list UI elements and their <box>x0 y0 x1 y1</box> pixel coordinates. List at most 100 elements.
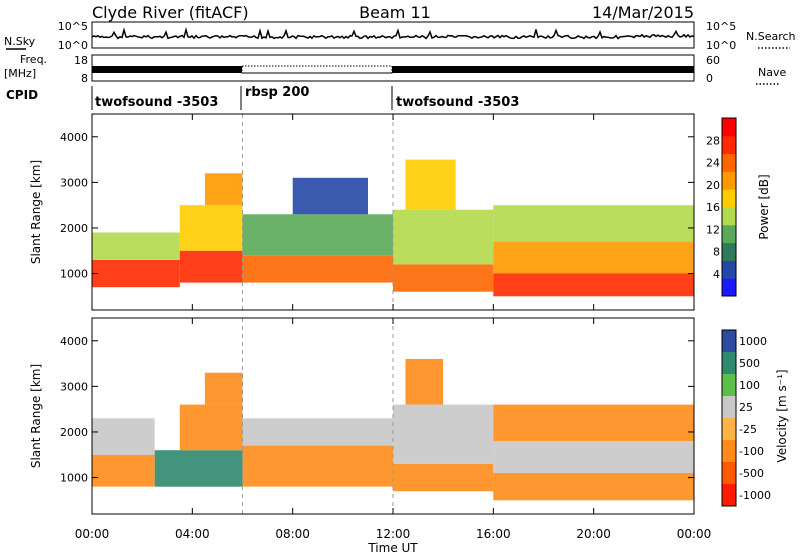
heatmap-cell <box>179 404 243 451</box>
sky-tick-top: 10^5 <box>58 20 88 33</box>
heatmap-cell <box>405 359 444 405</box>
colorbar-swatch <box>722 260 736 279</box>
sky-panel: N.Sky 10^5 10^0 10^5 10^0 N.Search <box>4 20 796 52</box>
heatmap-cell <box>92 232 180 260</box>
x-axis-label: Time UT <box>367 541 418 554</box>
heatmap-cell <box>493 404 694 442</box>
colorbar-swatch <box>722 189 736 208</box>
sky-panel-frame <box>91 21 695 49</box>
beam-title: Beam 11 <box>359 3 431 22</box>
y-tick-label: 2000 <box>60 426 88 439</box>
power-y-axis: 1000 2000 3000 4000 <box>60 131 694 281</box>
power-data-layer <box>92 114 694 310</box>
colorbar-tick-label: 500 <box>739 357 760 370</box>
cpid-strip: CPID twofsound -3503 rbsp 200 twofsound … <box>6 85 519 110</box>
heatmap-cell <box>493 273 694 297</box>
heatmap-cell <box>405 159 456 210</box>
heatmap-cell <box>92 259 180 288</box>
velocity-panel: 1000 2000 3000 4000 Slant Range [km] 1000 50… <box>29 114 789 554</box>
y-tick-label: 1000 <box>60 268 88 281</box>
colorbar-tick-label: 8 <box>713 246 720 259</box>
heatmap-cell <box>179 205 243 251</box>
y-tick-label: 3000 <box>60 176 88 189</box>
colorbar-tick-label: -100 <box>739 445 764 458</box>
freq-label-2: [MHz] <box>4 67 36 80</box>
cpid-segment-label: rbsp 200 <box>245 85 309 100</box>
velocity-colorbar: 1000 500 100 25 -25 -100 -500 -1000 <box>721 329 771 507</box>
colorbar-swatch <box>722 374 736 397</box>
heatmap-cell <box>393 463 494 492</box>
x-tick-label: 12:00 <box>376 527 411 541</box>
colorbar-tick-label: -25 <box>739 423 757 436</box>
search-tick-top: 10^5 <box>706 20 736 33</box>
velocity-colorbar-label: Velocity [m s⁻¹] <box>775 369 789 462</box>
heatmap-cell <box>393 209 494 265</box>
date-title: 14/Mar/2015 <box>592 3 694 22</box>
freq-band-middle <box>241 65 393 74</box>
colorbar-swatch <box>722 396 736 419</box>
colorbar-frame <box>721 329 737 507</box>
y-tick-label: 4000 <box>60 131 88 144</box>
colorbar-swatch <box>722 224 736 244</box>
colorbar-tick-label: 12 <box>706 223 720 236</box>
colorbar-tick-label: 16 <box>706 201 720 214</box>
y-tick-label: 1000 <box>60 472 88 485</box>
sky-tick-bottom: 10^0 <box>58 39 88 52</box>
heatmap-cell <box>493 205 694 242</box>
colorbar-swatch <box>722 207 736 226</box>
nave-tick-top: 60 <box>706 54 720 67</box>
search-tick-bottom: 10^0 <box>706 39 736 52</box>
heatmap-cell <box>242 214 393 256</box>
cpid-segment-label: twofsound -3503 <box>95 95 218 110</box>
power-colorbar-label: Power [dB] <box>757 174 771 239</box>
x-tick-label: 16:00 <box>476 527 511 541</box>
heatmap-cell <box>204 173 243 206</box>
search-right-label: N.Search <box>746 30 796 43</box>
colorbar-tick-label: 28 <box>706 134 720 147</box>
x-tick-label: 20:00 <box>576 527 611 541</box>
heatmap-cell <box>242 255 393 283</box>
time-x-axis: 00:00 04:00 08:00 12:00 16:00 20:00 00:00 <box>75 114 711 541</box>
sky-left-label: N.Sky <box>4 35 36 48</box>
freq-band-left <box>92 66 242 73</box>
colorbar-swatch <box>722 118 736 137</box>
y-tick-label: 3000 <box>60 380 88 393</box>
heatmap-cell <box>493 473 694 501</box>
colorbar-tick-label: 24 <box>706 157 720 170</box>
heatmap-cell <box>393 264 494 292</box>
velocity-data-layer <box>92 318 694 514</box>
heatmap-cell <box>204 372 243 405</box>
cpid-label: CPID <box>6 88 38 102</box>
heatmap-cell <box>92 418 155 455</box>
nave-label: Nave <box>758 66 786 79</box>
colorbar-tick-label: -1000 <box>739 489 771 502</box>
x-tick-label: 00:00 <box>75 527 110 541</box>
freq-tick-top: 18 <box>74 54 88 67</box>
heatmap-cell <box>179 250 243 283</box>
colorbar-swatch <box>722 171 736 190</box>
colorbar-swatch <box>722 484 736 507</box>
colorbar-tick-label: 4 <box>713 268 720 281</box>
colorbar-swatch <box>722 242 736 261</box>
velocity-y-axis-label: Slant Range [km] <box>29 364 43 468</box>
colorbar-tick-label: 1000 <box>739 335 767 348</box>
colorbar-swatch <box>722 462 736 485</box>
colorbar-tick-label: 20 <box>706 179 720 192</box>
freq-band-right <box>392 66 694 73</box>
colorbar-tick-label: -500 <box>739 467 764 480</box>
heatmap-cell <box>242 418 393 446</box>
colorbar-swatch <box>722 418 736 441</box>
freq-label-1: Freq. <box>20 53 47 66</box>
power-panel: 1000 2000 3000 4000 Slant Range [km] 28 24 20… <box>29 113 771 311</box>
colorbar-swatch <box>722 135 736 155</box>
y-tick-label: 2000 <box>60 222 88 235</box>
cpid-segment-label: twofsound -3503 <box>396 95 519 110</box>
freq-panel: Freq. [MHz] 18 8 60 0 Nave <box>4 53 786 85</box>
heatmap-cell <box>493 441 694 473</box>
velocity-y-axis: 1000 2000 3000 4000 <box>60 335 694 485</box>
x-tick-label: 04:00 <box>175 527 210 541</box>
x-tick-label: 08:00 <box>275 527 310 541</box>
colorbar-frame <box>721 117 737 297</box>
heatmap-cell <box>154 450 243 487</box>
